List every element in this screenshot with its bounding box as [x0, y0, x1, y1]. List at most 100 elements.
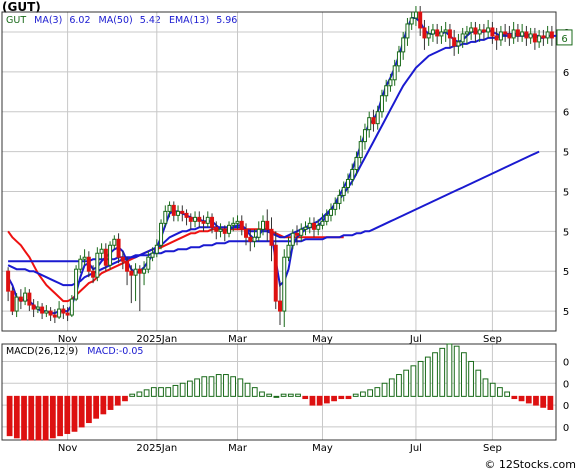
macd-bar: [374, 387, 381, 397]
candle-body: [78, 258, 83, 270]
candle: [405, 17, 410, 46]
candle-body: [239, 220, 244, 230]
candle: [112, 235, 117, 250]
candle-body: [82, 256, 87, 260]
candle-body: [180, 210, 185, 214]
macd-bar: [432, 352, 438, 397]
candle: [430, 23, 435, 42]
candle: [299, 223, 304, 242]
macd-bar: [331, 395, 337, 402]
candle-body: [371, 117, 376, 125]
candle-body: [95, 252, 100, 278]
candle-body: [197, 216, 202, 222]
candle: [350, 163, 355, 186]
candle-body: [244, 228, 249, 238]
price-y-tick-label: 6: [563, 68, 569, 79]
candle: [324, 209, 329, 226]
candle: [532, 27, 537, 50]
candle-body: [116, 238, 121, 258]
macd-bar: [518, 395, 525, 402]
candle: [443, 21, 448, 42]
candle-body: [320, 220, 325, 226]
macd-y-tick-label: 0: [563, 357, 569, 368]
candle: [456, 33, 461, 54]
macd-bar: [150, 387, 157, 397]
candle-body: [520, 31, 525, 37]
macd-bar: [468, 360, 474, 397]
candle: [222, 225, 227, 242]
macd-bar: [446, 343, 453, 397]
macd-legend: MACD(26,12,9) MACD:-0.05: [6, 346, 143, 357]
candle-body: [528, 33, 533, 39]
candle-body: [31, 304, 36, 310]
candle-body: [316, 224, 321, 230]
candle: [354, 151, 359, 176]
candle: [328, 203, 333, 222]
candle-body: [125, 260, 130, 272]
candle-body: [120, 256, 125, 262]
candle-body: [290, 232, 295, 246]
macd-bar: [352, 393, 359, 397]
candle: [91, 265, 96, 284]
macd-bar: [338, 395, 345, 400]
macd-bar: [273, 395, 280, 398]
candle-body: [524, 31, 529, 39]
candle: [422, 19, 427, 50]
candle-body: [248, 236, 253, 242]
macd-bar: [230, 376, 237, 397]
candle: [401, 31, 406, 60]
price-x-tick-label: Sep: [483, 334, 502, 345]
macd-bar: [244, 382, 251, 397]
last-price-label: 6: [561, 34, 567, 45]
macd-bar: [158, 387, 164, 397]
candle: [549, 25, 554, 46]
price-y-tick-label: 5: [563, 187, 569, 198]
candle: [333, 197, 338, 216]
macd-x-tick-label: Nov: [58, 443, 78, 454]
candle-body: [503, 31, 508, 35]
candle-body: [324, 214, 329, 222]
price-x-tick-label: Mar: [228, 334, 248, 345]
candle: [146, 251, 151, 274]
candle: [180, 205, 185, 222]
candle: [125, 257, 130, 286]
candle: [82, 249, 87, 266]
candle: [392, 59, 397, 86]
macd-y-tick-label: 0: [563, 401, 569, 412]
candle: [61, 305, 66, 320]
candle-body: [367, 117, 372, 131]
candle: [10, 287, 15, 316]
candle-body: [413, 11, 418, 19]
candle: [193, 211, 198, 228]
macd-bar: [266, 393, 273, 397]
candle-body: [256, 228, 261, 238]
candle: [214, 221, 219, 240]
price-legend: GUT MA(3) 6.02 MA(50) 5.42 EMA(13) 5.96: [6, 15, 237, 26]
candle: [18, 289, 23, 310]
candle: [231, 217, 236, 232]
price-y-axis: 666555556: [556, 28, 573, 318]
macd-bar: [201, 376, 208, 397]
candle: [48, 307, 53, 322]
candle: [520, 23, 525, 42]
candle: [541, 29, 546, 46]
candle-body: [57, 308, 62, 318]
candle: [116, 233, 121, 264]
price-panel-frame: [1, 11, 557, 332]
candle: [303, 221, 308, 236]
candle-body: [430, 29, 435, 35]
price-x-tick-label: 2025Jan: [136, 334, 177, 345]
candle: [545, 25, 550, 44]
candle-body: [205, 216, 210, 224]
candle-body: [460, 33, 465, 43]
candle: [286, 237, 291, 262]
macd-bar: [100, 395, 107, 415]
candle: [27, 289, 32, 312]
candle-body: [328, 208, 333, 216]
candle: [261, 215, 266, 236]
macd-bar: [208, 376, 215, 397]
candle-body: [447, 29, 452, 39]
candle-body: [222, 228, 227, 234]
macd-bar: [114, 395, 121, 406]
candle-body: [133, 268, 138, 276]
